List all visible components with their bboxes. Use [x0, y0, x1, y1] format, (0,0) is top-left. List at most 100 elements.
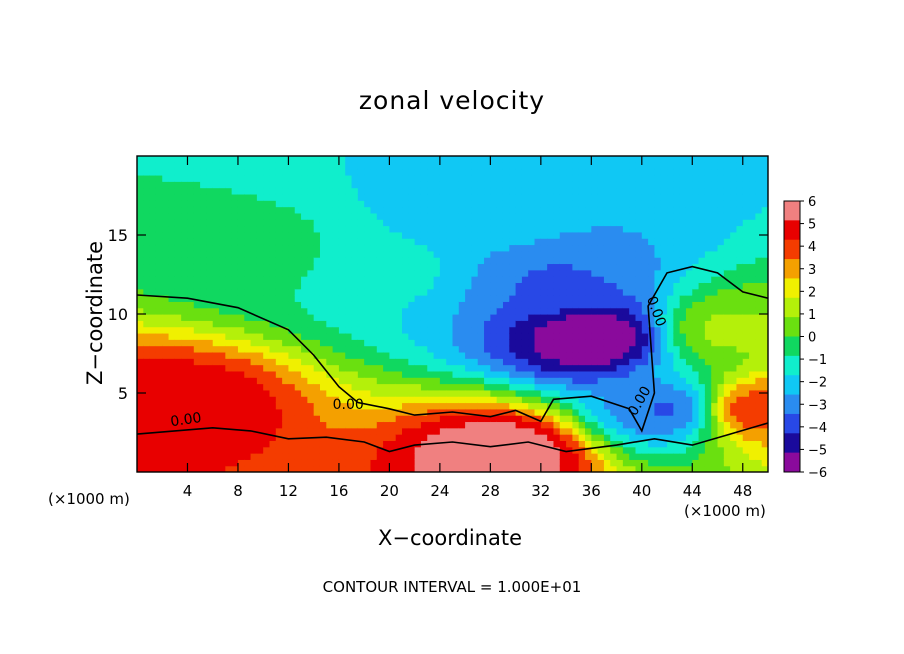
heatmap-cell: [755, 263, 763, 271]
heatmap-cell: [288, 295, 296, 302]
heatmap-cell: [433, 238, 441, 246]
heatmap-cell: [704, 314, 712, 321]
heatmap-cell: [256, 465, 264, 472]
heatmap-cell: [155, 389, 163, 397]
heatmap-cell: [704, 377, 712, 385]
heatmap-cell: [654, 446, 662, 454]
heatmap-cell: [446, 187, 454, 195]
heatmap-cell: [351, 231, 359, 239]
heatmap-cell: [597, 307, 605, 315]
heatmap-cell: [730, 389, 738, 397]
heatmap-cell: [420, 307, 428, 315]
heatmap-cell: [736, 307, 744, 315]
heatmap-cell: [263, 231, 271, 239]
heatmap-cell: [673, 402, 681, 410]
heatmap-cell: [755, 250, 763, 258]
heatmap-cell: [149, 370, 157, 378]
heatmap-cell: [622, 459, 630, 467]
heatmap-cell: [326, 383, 334, 391]
heatmap-cell: [509, 370, 517, 378]
heatmap-cell: [660, 402, 668, 410]
heatmap-cell: [351, 402, 359, 410]
heatmap-cell: [187, 307, 195, 315]
heatmap-cell: [357, 383, 365, 391]
heatmap-cell: [730, 440, 738, 448]
heatmap-cell: [484, 225, 491, 233]
heatmap-cell: [458, 257, 466, 265]
heatmap-cell: [389, 231, 397, 239]
heatmap-cell: [534, 326, 542, 334]
heatmap-cell: [414, 269, 422, 277]
heatmap-cell: [244, 156, 252, 163]
heatmap-cell: [282, 339, 290, 347]
heatmap-cell: [616, 421, 624, 429]
heatmap-cell: [338, 181, 346, 189]
heatmap-cell: [610, 250, 618, 258]
heatmap-cell: [509, 250, 517, 258]
heatmap-cell: [603, 200, 611, 208]
heatmap-cell: [673, 187, 681, 195]
heatmap-cell: [622, 389, 630, 397]
heatmap-cell: [181, 383, 189, 391]
heatmap-cell: [540, 282, 548, 290]
heatmap-cell: [540, 377, 548, 385]
heatmap-cell: [723, 225, 731, 233]
heatmap-cell: [137, 314, 144, 321]
heatmap-cell: [200, 446, 208, 454]
heatmap-cell: [263, 288, 271, 296]
heatmap-cell: [206, 156, 214, 163]
heatmap-cell: [206, 174, 214, 182]
heatmap-cell: [256, 332, 264, 340]
heatmap-cell: [402, 193, 409, 201]
heatmap-cell: [496, 282, 504, 290]
heatmap-cell: [629, 250, 637, 258]
heatmap-cell: [143, 193, 151, 201]
heatmap-cell: [193, 225, 201, 233]
heatmap-cell: [458, 307, 466, 315]
heatmap-cell: [383, 326, 390, 334]
heatmap-cell: [319, 465, 327, 472]
heatmap-cell: [237, 434, 245, 441]
heatmap-cell: [711, 162, 719, 170]
heatmap-cell: [162, 187, 170, 195]
heatmap-cell: [200, 459, 208, 467]
heatmap-cell: [622, 339, 630, 347]
heatmap-cell: [654, 339, 662, 347]
heatmap-cell: [364, 263, 372, 271]
heatmap-cell: [622, 156, 630, 163]
heatmap-cell: [402, 187, 409, 195]
heatmap-cell: [307, 212, 315, 220]
heatmap-cell: [212, 402, 220, 410]
heatmap-cell: [521, 396, 529, 404]
heatmap-cell: [742, 206, 750, 214]
heatmap-cell: [755, 276, 763, 283]
heatmap-cell: [597, 200, 605, 208]
heatmap-cell: [395, 162, 403, 170]
heatmap-cell: [376, 288, 384, 296]
heatmap-cell: [439, 244, 447, 252]
heatmap-cell: [168, 156, 176, 163]
heatmap-cell: [187, 351, 195, 359]
heatmap-cell: [313, 212, 321, 220]
heatmap-cell: [629, 156, 637, 163]
heatmap-cell: [338, 250, 346, 258]
heatmap-cell: [591, 187, 599, 195]
heatmap-cell: [439, 440, 447, 448]
heatmap-cell: [244, 276, 252, 283]
heatmap-cell: [332, 459, 340, 467]
heatmap-cell: [521, 162, 529, 170]
heatmap-cell: [294, 212, 302, 220]
heatmap-cell: [559, 408, 567, 416]
heatmap-cell: [338, 156, 346, 163]
heatmap-cell: [427, 231, 435, 239]
heatmap-cell: [345, 314, 353, 321]
heatmap-cell: [256, 244, 264, 252]
heatmap-cell: [263, 446, 271, 454]
heatmap-cell: [143, 358, 151, 366]
heatmap-cell: [591, 238, 599, 246]
heatmap-cell: [212, 415, 220, 423]
heatmap-cell: [566, 276, 573, 283]
heatmap-cell: [566, 288, 573, 296]
heatmap-cell: [187, 453, 195, 460]
heatmap-cell: [547, 320, 555, 328]
